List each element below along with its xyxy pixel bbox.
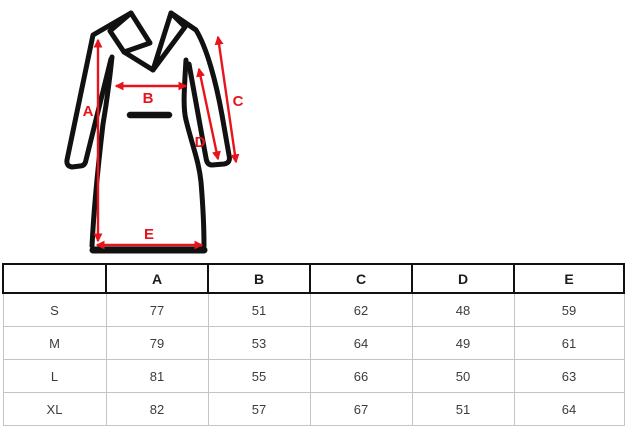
header-cell-e: E: [513, 263, 625, 294]
value-cell: 57: [207, 392, 311, 426]
header-cell-size: [2, 263, 107, 294]
dress-left-lapel: [107, 10, 153, 55]
header-cell-b: B: [207, 263, 311, 294]
value-cell: 64: [513, 392, 625, 426]
value-cell: 64: [309, 326, 413, 360]
value-cell: 82: [105, 392, 209, 426]
arrow-c-outer-sleeve: [214, 35, 240, 164]
table-header-row: A B C D E: [2, 263, 625, 294]
value-cell: 67: [309, 392, 413, 426]
value-cell: 81: [105, 359, 209, 393]
dress-neckline: [121, 49, 156, 73]
value-cell: 62: [309, 292, 413, 327]
size-table: A B C D E S 77 51 62 48 59 M 79 53 64 49: [2, 263, 625, 426]
arrow-label-d: D: [195, 134, 206, 151]
table-row-xl: XL 82 57 67 51 64: [2, 392, 625, 426]
header-cell-d: D: [411, 263, 515, 294]
size-label: XL: [2, 392, 107, 426]
arrow-label-a: A: [83, 103, 94, 120]
value-cell: 55: [207, 359, 311, 393]
size-table-body: S 77 51 62 48 59 M 79 53 64 49 61 L 81 5…: [2, 292, 625, 426]
size-table-header: A B C D E: [2, 263, 625, 294]
garment-measurement-diagram: A B C D E: [64, 10, 244, 254]
header-cell-c: C: [309, 263, 413, 294]
dress-outline: [64, 10, 232, 254]
arrow-label-e: E: [144, 226, 154, 243]
value-cell: 51: [207, 292, 311, 327]
table-row-m: M 79 53 64 49 61: [2, 326, 625, 360]
value-cell: 63: [513, 359, 625, 393]
size-label: M: [2, 326, 107, 360]
header-cell-a: A: [105, 263, 209, 294]
table-row-l: L 81 55 66 50 63: [2, 359, 625, 393]
value-cell: 50: [411, 359, 515, 393]
value-cell: 48: [411, 292, 515, 327]
dress-right-lapel: [150, 10, 188, 73]
arrow-d-inner-sleeve: [196, 67, 221, 161]
dress-left-sleeve: [64, 10, 134, 170]
value-cell: 61: [513, 326, 625, 360]
arrow-label-c: C: [233, 93, 244, 110]
value-cell: 79: [105, 326, 209, 360]
value-cell: 66: [309, 359, 413, 393]
size-label: S: [2, 292, 107, 327]
table-row-s: S 77 51 62 48 59: [2, 292, 625, 327]
value-cell: 49: [411, 326, 515, 360]
arrow-label-b: B: [143, 90, 154, 107]
value-cell: 77: [105, 292, 209, 327]
value-cell: 53: [207, 326, 311, 360]
value-cell: 51: [411, 392, 515, 426]
value-cell: 59: [513, 292, 625, 327]
measurement-arrows: A B C D E: [83, 35, 244, 250]
size-label: L: [2, 359, 107, 393]
